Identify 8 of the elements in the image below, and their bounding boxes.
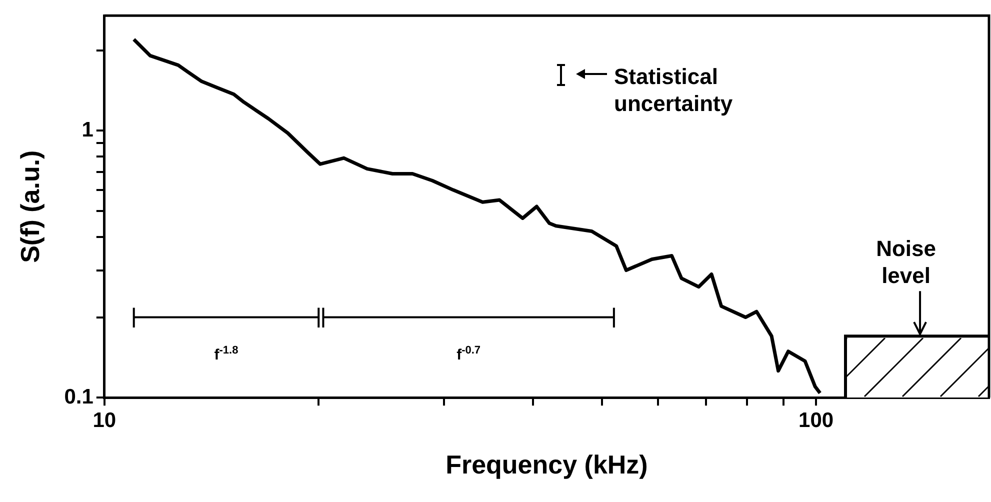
annotation: Statistical uncertainty [614, 64, 734, 116]
x-tick-label: 10 [92, 408, 116, 432]
x-tick-label: 100 [798, 408, 834, 432]
y-tick-label: 0.1 [64, 385, 94, 408]
x-axis-title: Frequency (kHz) [446, 450, 648, 480]
annotation: Noise level [876, 236, 936, 288]
y-axis-title: S(f) (a.u.) [14, 150, 45, 263]
y-tick-label: 1 [82, 118, 94, 142]
